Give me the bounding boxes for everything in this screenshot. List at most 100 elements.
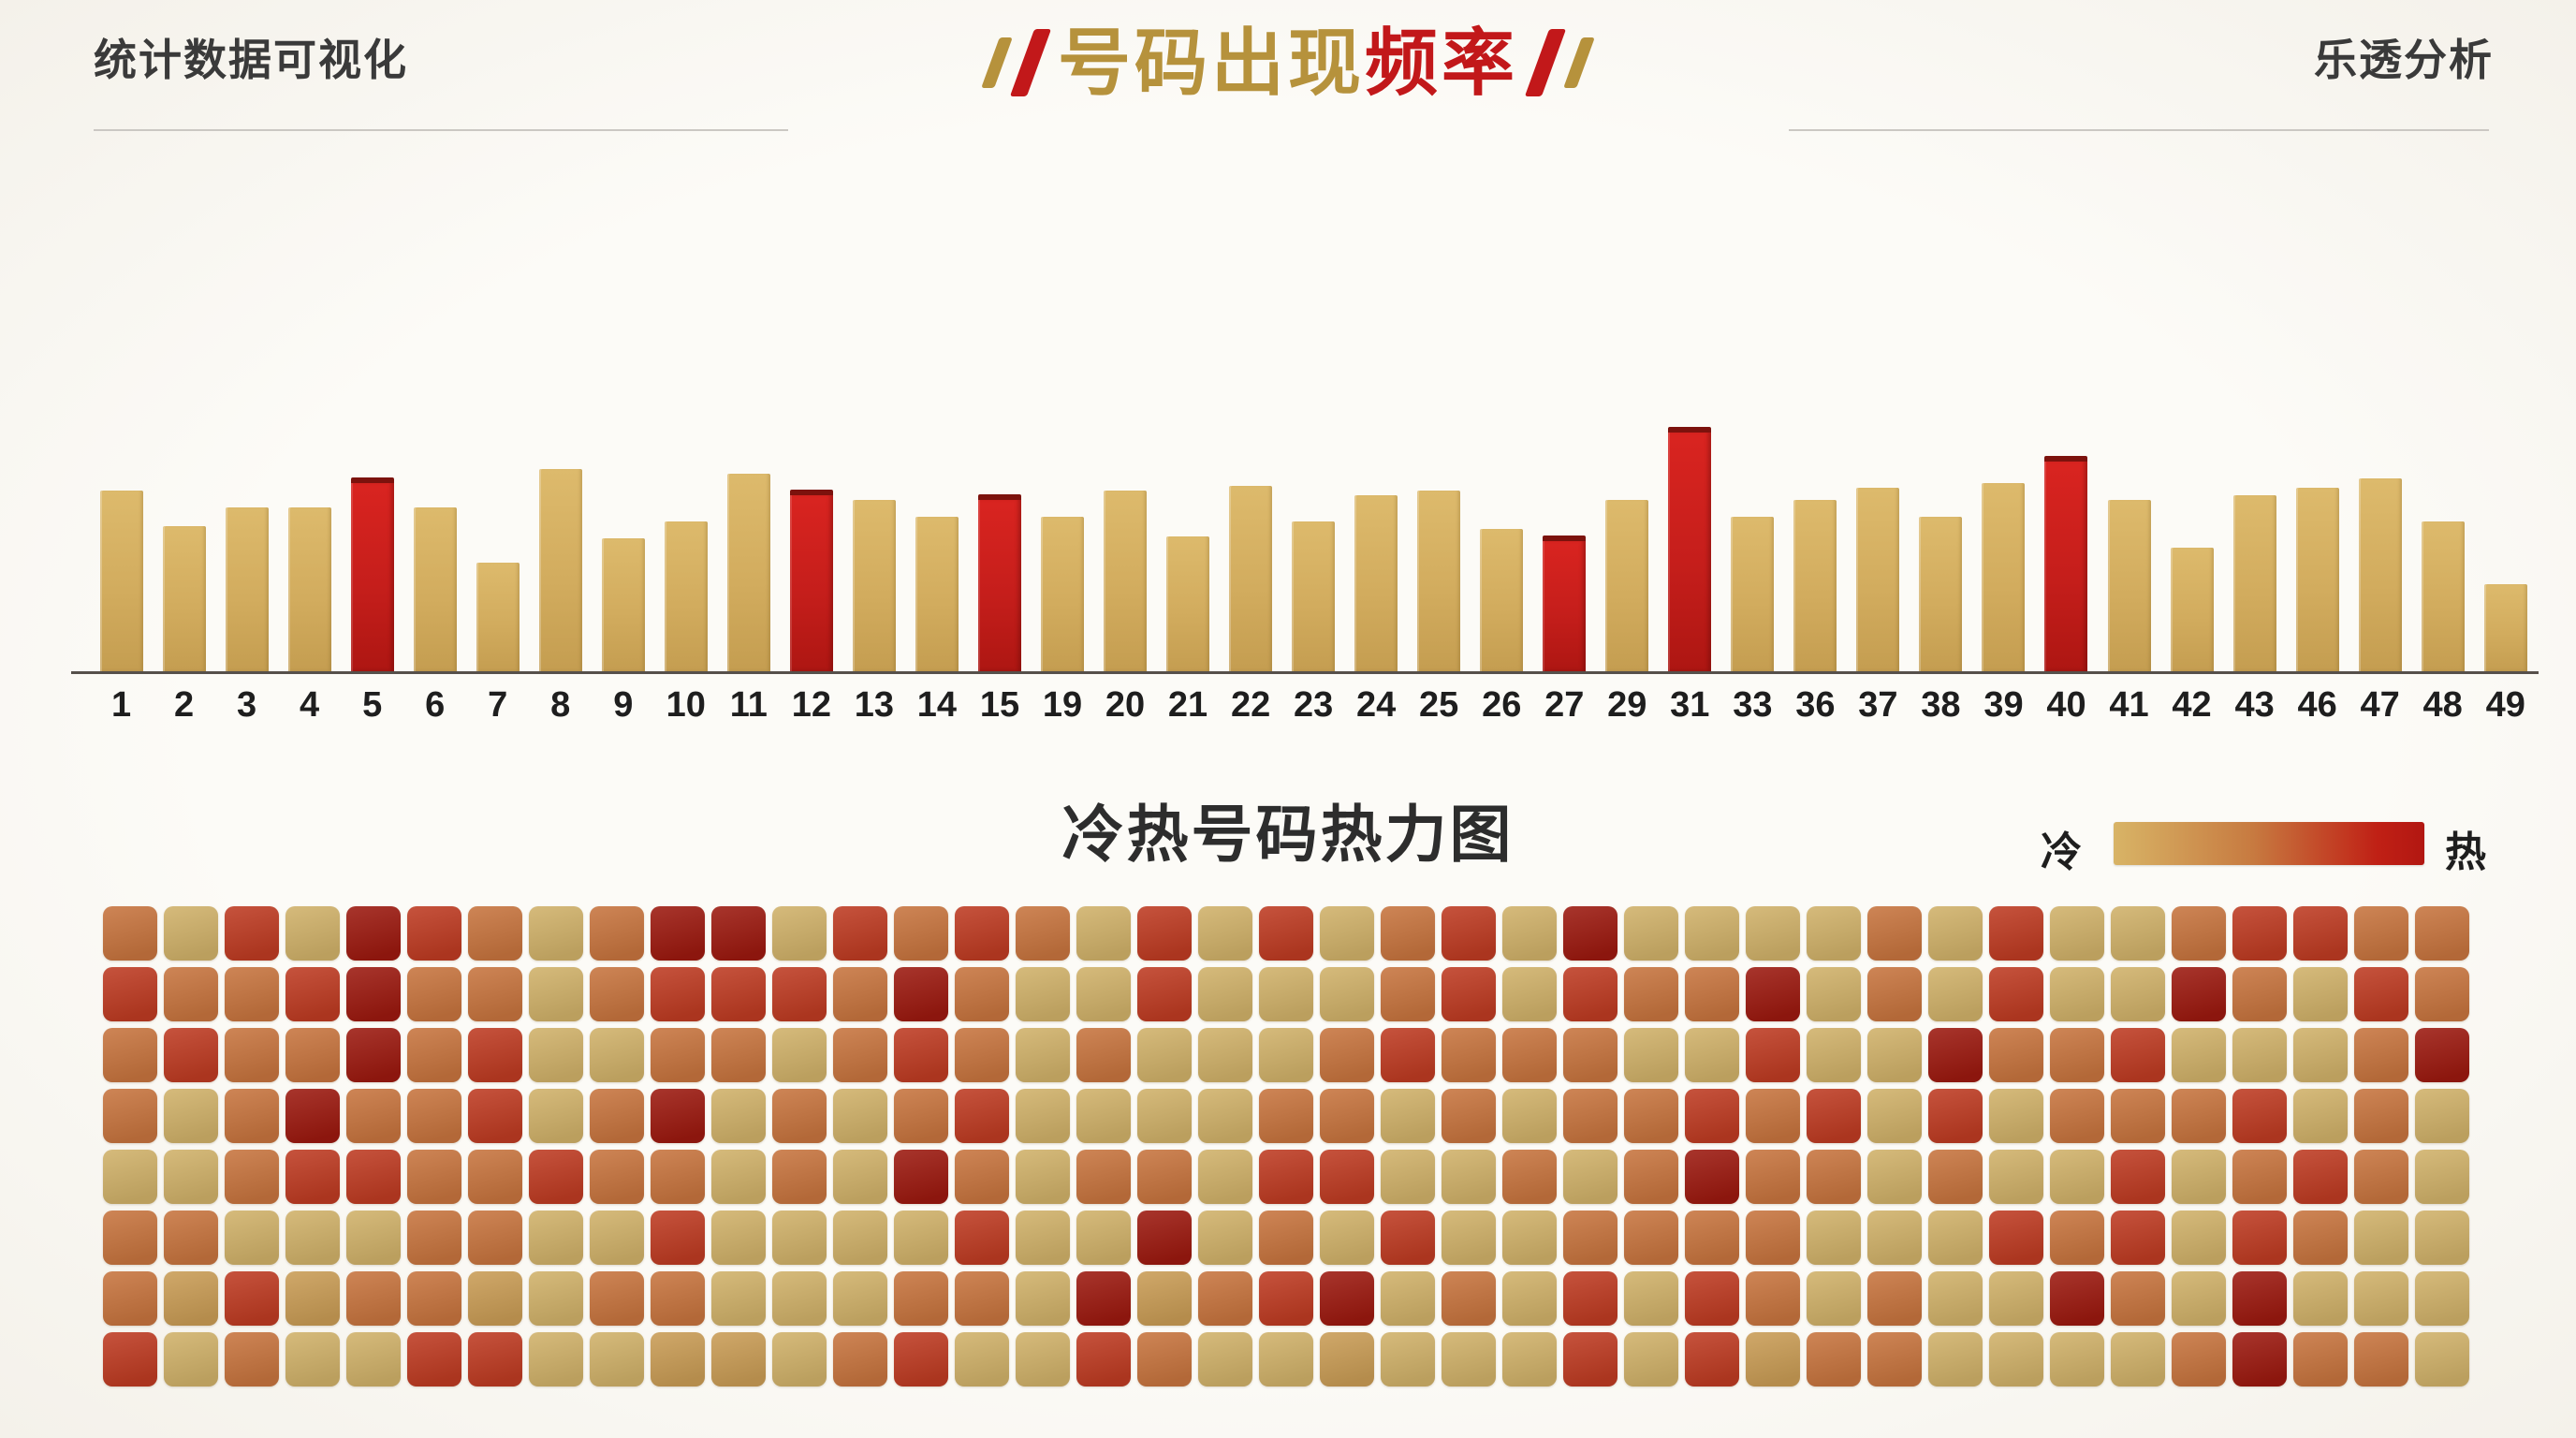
heatmap-cell-r1-c33: [2050, 906, 2104, 961]
heatmap-cell-r6-c1: [103, 1211, 157, 1265]
heatmap-cell-r3-c7: [468, 1028, 522, 1082]
heatmap-cell-r4-c29: [1807, 1089, 1861, 1143]
heatmap-cell-r5-c8: [529, 1150, 583, 1204]
heatmap-cell-r6-c16: [1016, 1211, 1070, 1265]
x-axis-label-25: 25: [1419, 685, 1459, 725]
heatmap-cell-r5-c29: [1807, 1150, 1861, 1204]
bar-slot: [1596, 122, 1659, 673]
x-axis-label-14: 14: [916, 685, 958, 725]
heatmap-cell-r8-c5: [346, 1332, 401, 1387]
heatmap-cell-r6-c31: [1928, 1211, 1983, 1265]
bar-slot: [2098, 122, 2160, 673]
heatmap-cell-r8-c37: [2293, 1332, 2348, 1387]
bar-slot: [968, 122, 1031, 673]
heatmap-cell-r5-c21: [1320, 1150, 1374, 1204]
heatmap-cell-r3-c23: [1442, 1028, 1496, 1082]
heatmap-cell-r6-c21: [1320, 1211, 1374, 1265]
heatmap-cell-r5-c3: [225, 1150, 279, 1204]
heatmap-cell-r6-c23: [1442, 1211, 1496, 1265]
heatmap-cell-r7-c20: [1259, 1271, 1313, 1326]
heatmap-cell-r6-c27: [1685, 1211, 1739, 1265]
heatmap-cell-r6-c24: [1502, 1211, 1557, 1265]
heatmap-cell-r6-c22: [1381, 1211, 1435, 1265]
bar-slot: [1220, 122, 1282, 673]
bar-number-4: [287, 507, 331, 673]
bar-slot: [592, 122, 654, 673]
bar-number-23: [1292, 521, 1336, 673]
heatmap-cell-r6-c8: [529, 1211, 583, 1265]
heatmap-cell-r2-c27: [1685, 967, 1739, 1021]
bar-slot: [2474, 122, 2537, 673]
bar-slot: [1910, 122, 1972, 673]
heatmap-cell-r7-c13: [833, 1271, 887, 1326]
heatmap-cell-r8-c6: [407, 1332, 461, 1387]
heatmap-cell-r1-c11: [711, 906, 766, 961]
heatmap-cell-r5-c16: [1016, 1150, 1070, 1204]
heatmap-cell-r1-c18: [1137, 906, 1192, 961]
x-axis-label-23: 23: [1293, 685, 1334, 725]
bar-number-7: [476, 563, 520, 673]
heatmap-cell-r2-c14: [894, 967, 948, 1021]
x-axis-label-2: 2: [173, 685, 195, 725]
heatmap-cell-r7-c38: [2354, 1271, 2408, 1326]
heatmap-cell-r7-c22: [1381, 1271, 1435, 1326]
x-axis-label-47: 47: [2360, 685, 2400, 725]
heatmap-cell-r8-c14: [894, 1332, 948, 1387]
bar-number-25: [1417, 491, 1461, 673]
heatmap-cell-r5-c24: [1502, 1150, 1557, 1204]
heatmap-cell-r7-c2: [164, 1271, 218, 1326]
x-axis-label-49: 49: [2485, 685, 2525, 725]
heatmap-cell-r5-c33: [2050, 1150, 2104, 1204]
heatmap-cell-r8-c7: [468, 1332, 522, 1387]
x-axis-line: [71, 671, 2539, 674]
heatmap-cell-r2-c22: [1381, 967, 1435, 1021]
header-right-underline: [1789, 129, 2489, 131]
heatmap-cell-r7-c39: [2415, 1271, 2469, 1326]
heatmap-cell-r7-c30: [1867, 1271, 1922, 1326]
bar-number-14: [915, 517, 959, 673]
heatmap-cell-r4-c9: [590, 1089, 644, 1143]
x-axis-label-46: 46: [2297, 685, 2337, 725]
heatmap-cell-r8-c38: [2354, 1332, 2408, 1387]
bar-number-11: [726, 474, 770, 673]
heatmap-cell-r8-c24: [1502, 1332, 1557, 1387]
heatmap-cell-r8-c36: [2232, 1332, 2287, 1387]
heatmap-cell-r2-c17: [1076, 967, 1131, 1021]
heatmap-cell-r3-c31: [1928, 1028, 1983, 1082]
heatmap-cell-r1-c4: [285, 906, 340, 961]
heatmap-cell-r5-c39: [2415, 1150, 2469, 1204]
x-axis-label-3: 3: [237, 685, 257, 725]
heatmap-cell-r3-c35: [2172, 1028, 2226, 1082]
heatmap-cell-r1-c27: [1685, 906, 1739, 961]
bar-slot: [1471, 122, 1533, 673]
heatmap-cell-r4-c5: [346, 1089, 401, 1143]
heatmap-cell-r2-c30: [1867, 967, 1922, 1021]
heatmap-cell-r5-c1: [103, 1150, 157, 1204]
x-axis-label-20: 20: [1105, 685, 1146, 725]
heatmap-cell-r1-c31: [1928, 906, 1983, 961]
bar-slot: [341, 122, 403, 673]
heatmap-cell-r4-c14: [894, 1089, 948, 1143]
heatmap-cell-r8-c31: [1928, 1332, 1983, 1387]
heatmap-cell-r1-c23: [1442, 906, 1496, 961]
bar-slot: [153, 122, 215, 673]
heatmap-cell-r7-c37: [2293, 1271, 2348, 1326]
x-axis-label-5: 5: [362, 685, 383, 725]
heatmap-cell-r5-c37: [2293, 1150, 2348, 1204]
heatmap-cell-r3-c39: [2415, 1028, 2469, 1082]
heatmap-cell-r1-c7: [468, 906, 522, 961]
x-axis-label-24: 24: [1356, 685, 1397, 725]
heatmap-cell-r1-c34: [2111, 906, 2165, 961]
bar-number-2: [162, 526, 206, 673]
heatmap-cell-r6-c12: [772, 1211, 827, 1265]
heatmap-cell-r8-c18: [1137, 1332, 1192, 1387]
heatmap-cell-r4-c6: [407, 1089, 461, 1143]
heatmap-cell-r2-c9: [590, 967, 644, 1021]
heatmap-cell-r5-c38: [2354, 1150, 2408, 1204]
bar-slot: [1721, 122, 1784, 673]
heatmap-cell-r4-c11: [711, 1089, 766, 1143]
heatmap-cell-r3-c14: [894, 1028, 948, 1082]
heatmap-cell-r4-c7: [468, 1089, 522, 1143]
heatmap-cell-r7-c29: [1807, 1271, 1861, 1326]
heatmap-cell-r6-c36: [2232, 1211, 2287, 1265]
